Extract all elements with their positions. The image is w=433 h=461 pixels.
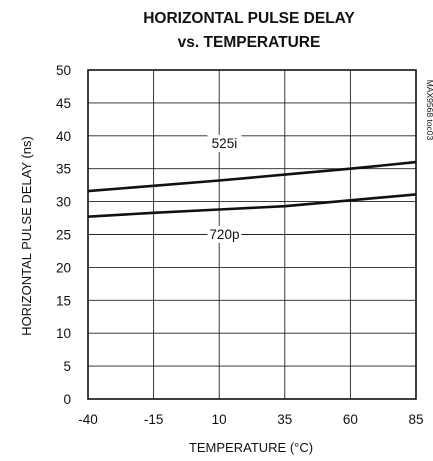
x-tick-label: 35 xyxy=(277,412,292,427)
y-tick-label: 5 xyxy=(63,359,71,374)
y-tick-label: 35 xyxy=(56,162,71,177)
y-tick-label: 40 xyxy=(56,129,71,144)
x-tick-label: 60 xyxy=(343,412,358,427)
part-number-label: MAX9568 toc03 xyxy=(425,80,433,141)
y-tick-label: 10 xyxy=(56,326,71,341)
x-tick-label: -40 xyxy=(78,412,98,427)
series-lines xyxy=(87,160,417,218)
grid xyxy=(88,70,416,399)
y-tick-label: 30 xyxy=(56,195,71,210)
series-label-525i: 525i xyxy=(212,136,238,151)
series-labels: 525i 720p xyxy=(207,134,242,243)
series-line-525i xyxy=(87,160,417,193)
x-axis-label: TEMPERATURE (°C) xyxy=(189,440,313,455)
series-label-background xyxy=(207,225,242,243)
series-line-720p xyxy=(87,193,417,218)
tick-labels: -40 -15 10 35 60 85 0 5 10 15 20 25 30 35 40 45 50 xyxy=(56,63,424,427)
y-axis-label: HORIZONTAL PULSE DELAY (ns) xyxy=(19,136,34,336)
x-tick-label: 85 xyxy=(408,412,423,427)
chart-title-line-2: vs. TEMPERATURE xyxy=(178,34,321,51)
y-tick-label: 15 xyxy=(56,293,71,308)
y-tick-label: 0 xyxy=(63,392,71,407)
series-label-background xyxy=(207,134,242,152)
y-tick-label: 20 xyxy=(56,260,71,275)
y-tick-label: 45 xyxy=(56,96,71,111)
chart-title-line-1: HORIZONTAL PULSE DELAY xyxy=(143,10,355,27)
series-label-720p: 720p xyxy=(209,227,239,242)
x-tick-label: 10 xyxy=(212,412,227,427)
y-tick-label: 50 xyxy=(56,63,71,78)
y-tick-label: 25 xyxy=(56,228,71,243)
x-tick-label: -15 xyxy=(144,412,164,427)
plot-frame xyxy=(87,69,417,400)
